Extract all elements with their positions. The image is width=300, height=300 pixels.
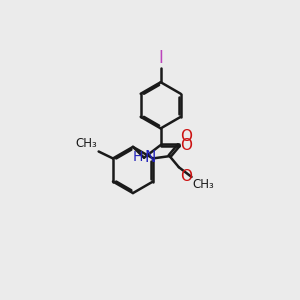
Text: CH₃: CH₃ — [193, 178, 214, 191]
Text: I: I — [158, 49, 163, 67]
Text: CH₃: CH₃ — [76, 137, 97, 150]
Text: O: O — [181, 137, 193, 152]
Text: O: O — [180, 169, 192, 184]
Text: N: N — [144, 150, 155, 165]
Text: O: O — [180, 129, 192, 144]
Text: H: H — [133, 150, 143, 164]
